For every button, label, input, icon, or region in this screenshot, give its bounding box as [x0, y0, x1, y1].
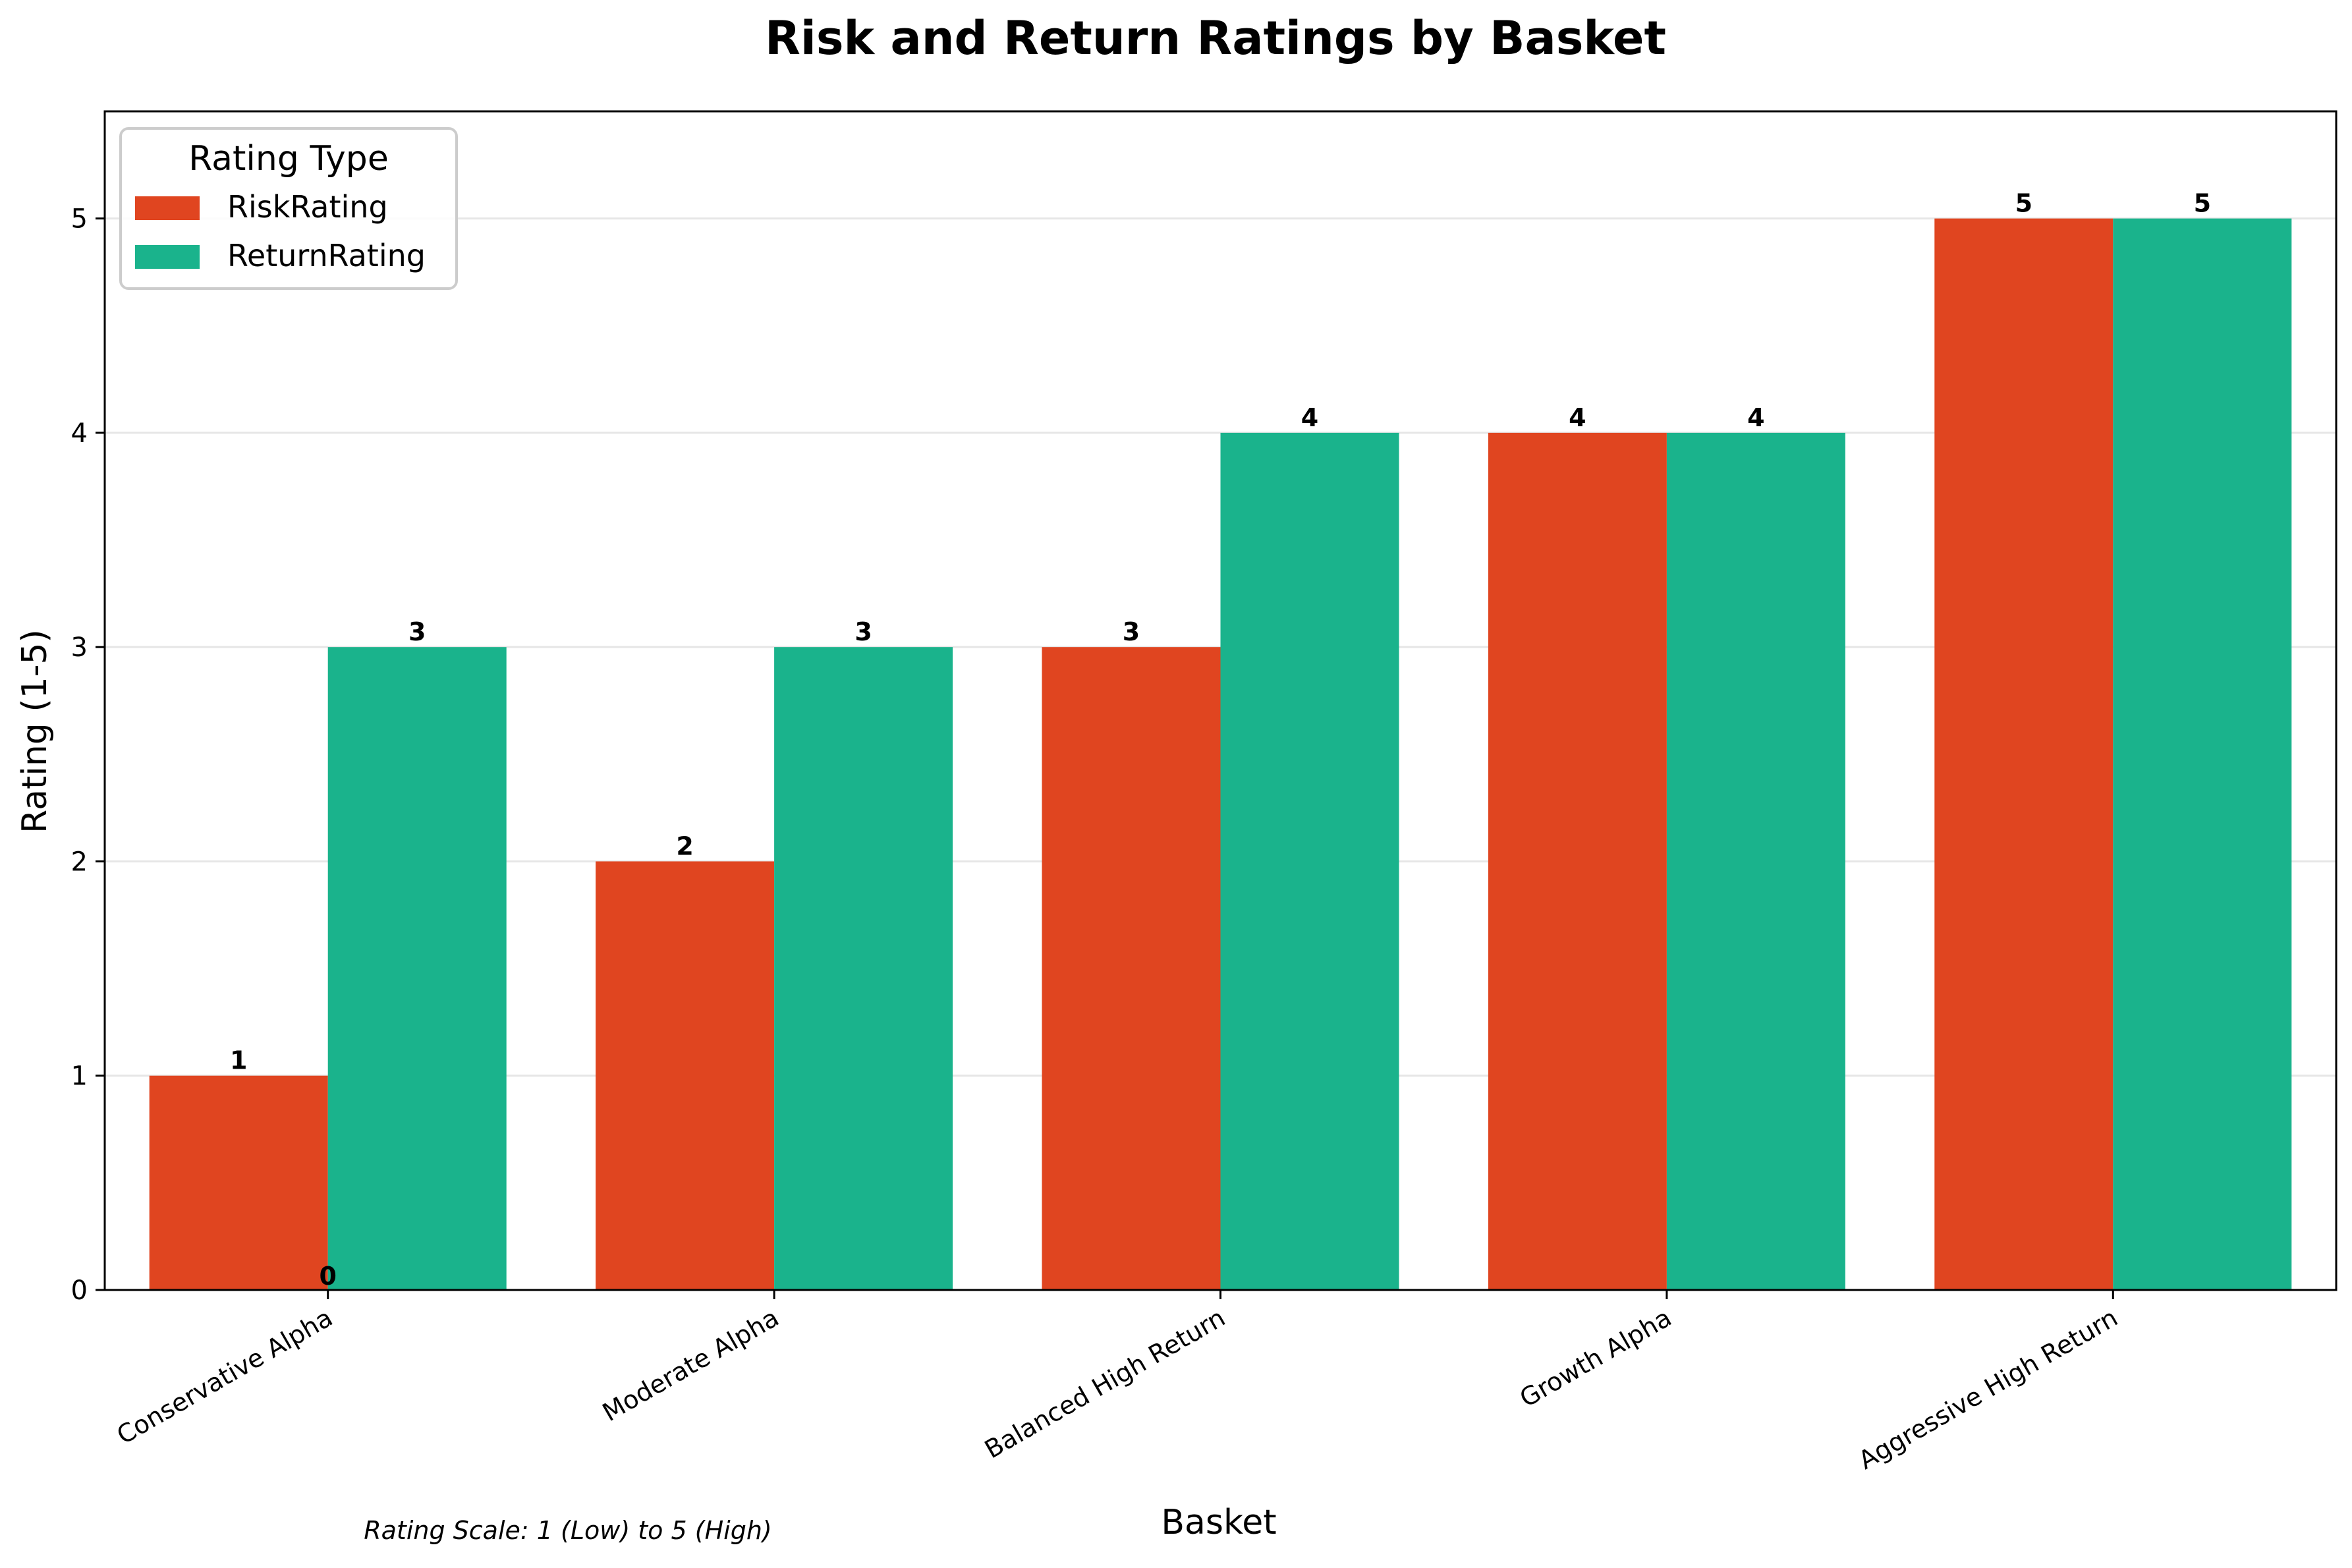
y-tick-label: 5 — [71, 204, 88, 235]
x-axis-label: Basket — [1161, 1503, 1276, 1542]
legend: Rating Type RiskRating ReturnRating — [119, 127, 458, 290]
y-axis-label: Rating (1-5) — [15, 629, 55, 833]
legend-label-risk: RiskRating — [227, 189, 388, 225]
legend-title: Rating Type — [188, 139, 389, 179]
data-label: 1 — [230, 1046, 247, 1075]
y-tick-label: 3 — [71, 632, 88, 663]
legend-swatch-risk — [135, 196, 200, 220]
legend-label-return: ReturnRating — [227, 238, 426, 273]
data-label: 3 — [854, 617, 872, 646]
bar-riskrating — [149, 1075, 328, 1290]
chart-title: Risk and Return Ratings by Basket — [765, 11, 1666, 65]
bar-returnrating — [2113, 218, 2292, 1290]
data-label: 4 — [1569, 403, 1586, 432]
bar-riskrating — [1934, 218, 2114, 1290]
bar-returnrating — [774, 647, 953, 1290]
bars — [149, 218, 2292, 1290]
data-label: 4 — [1301, 403, 1318, 432]
y-tick-label: 2 — [71, 847, 88, 877]
y-tick-label: 1 — [71, 1061, 88, 1092]
bar-riskrating — [596, 861, 775, 1290]
y-tick-label: 4 — [71, 418, 88, 449]
legend-swatch-return — [135, 245, 200, 269]
plot-frame — [103, 110, 2338, 1291]
data-label: 2 — [676, 831, 693, 860]
data-label: 3 — [408, 617, 426, 646]
data-labels: 1 3 2 3 3 4 4 4 5 5 0 — [230, 189, 2211, 1291]
footnote: Rating Scale: 1 (Low) to 5 (High) — [364, 1516, 772, 1545]
data-label: 3 — [1123, 617, 1140, 646]
bar-returnrating — [327, 647, 507, 1290]
data-label: 5 — [2015, 189, 2032, 218]
legend-box — [119, 127, 458, 290]
y-tick-label: 0 — [71, 1275, 88, 1306]
data-label: 4 — [1747, 403, 1764, 432]
bar-returnrating — [1666, 432, 1845, 1290]
bar-returnrating — [1220, 432, 1399, 1290]
data-label: 5 — [2194, 189, 2211, 218]
bar-riskrating — [1042, 647, 1221, 1290]
bar-riskrating — [1488, 432, 1667, 1290]
data-label-zero: 0 — [319, 1262, 336, 1291]
